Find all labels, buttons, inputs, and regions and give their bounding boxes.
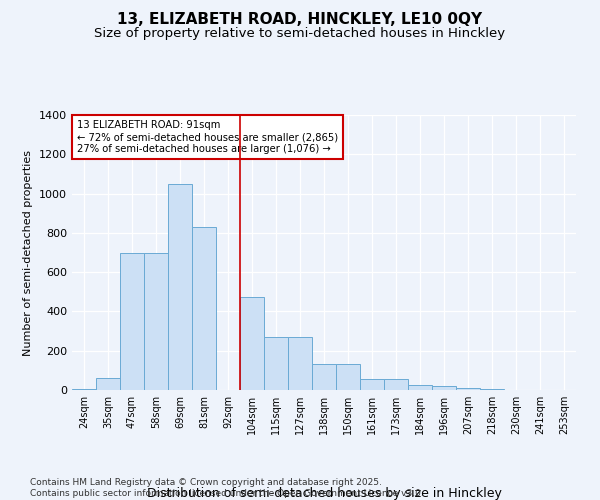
Bar — [264, 337, 288, 390]
Text: Size of property relative to semi-detached houses in Hinckley: Size of property relative to semi-detach… — [94, 28, 506, 40]
Bar — [144, 252, 168, 390]
Bar — [288, 337, 312, 390]
Bar — [312, 364, 336, 390]
Bar — [384, 379, 408, 390]
Bar — [336, 364, 360, 390]
Bar — [456, 388, 480, 390]
Text: 13 ELIZABETH ROAD: 91sqm
← 72% of semi-detached houses are smaller (2,865)
27% o: 13 ELIZABETH ROAD: 91sqm ← 72% of semi-d… — [77, 120, 338, 154]
Bar — [480, 389, 504, 390]
Bar — [240, 296, 264, 390]
X-axis label: Distribution of semi-detached houses by size in Hinckley: Distribution of semi-detached houses by … — [146, 487, 502, 500]
Text: 13, ELIZABETH ROAD, HINCKLEY, LE10 0QY: 13, ELIZABETH ROAD, HINCKLEY, LE10 0QY — [118, 12, 482, 28]
Bar — [72, 389, 96, 390]
Bar — [120, 252, 144, 390]
Bar — [96, 378, 120, 390]
Bar — [168, 184, 192, 390]
Y-axis label: Number of semi-detached properties: Number of semi-detached properties — [23, 150, 34, 356]
Text: Contains HM Land Registry data © Crown copyright and database right 2025.
Contai: Contains HM Land Registry data © Crown c… — [30, 478, 424, 498]
Bar — [192, 227, 216, 390]
Bar — [432, 386, 456, 390]
Bar — [360, 379, 384, 390]
Bar — [408, 385, 432, 390]
